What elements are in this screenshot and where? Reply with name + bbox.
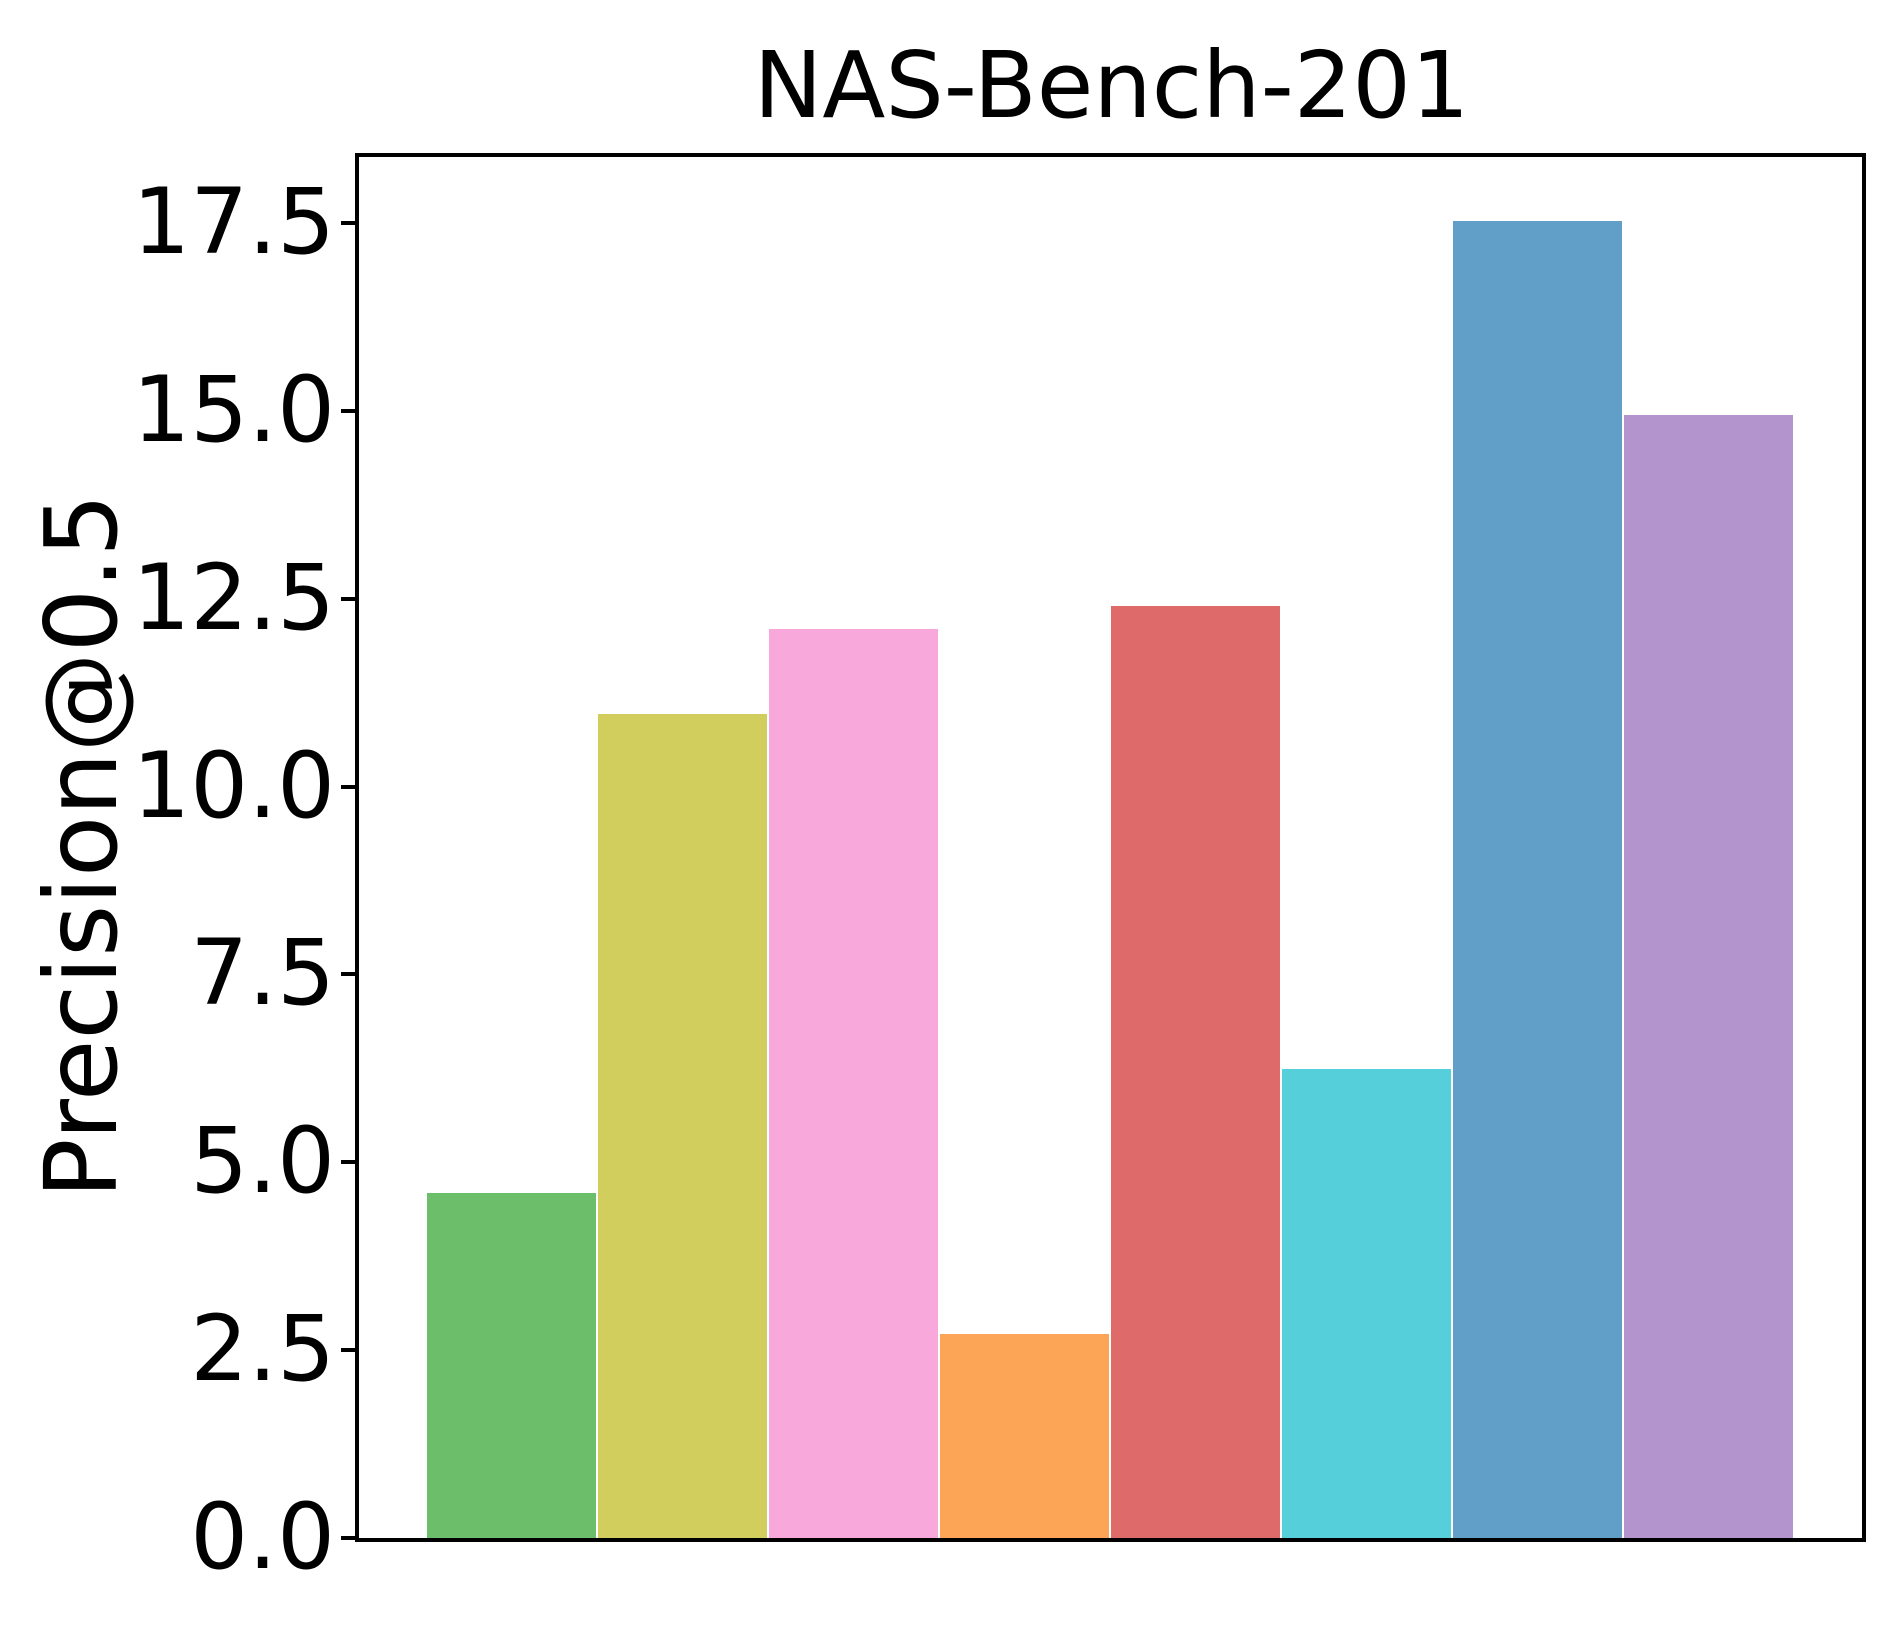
y-tick-label: 0.0	[190, 1485, 335, 1590]
y-tick-mark	[341, 408, 355, 413]
y-tick-label: 15.0	[132, 357, 335, 463]
y-tick-mark	[341, 596, 355, 601]
y-tick-mark	[341, 972, 355, 977]
y-tick-label: 7.5	[190, 921, 335, 1027]
y-tick-mark	[341, 1348, 355, 1353]
y-tick-mark	[341, 784, 355, 789]
y-tick-mark	[341, 1160, 355, 1165]
y-tick-mark	[341, 221, 355, 226]
bar-3	[769, 629, 938, 1538]
bar-6	[1282, 1069, 1451, 1538]
plot-area: 0.0 2.5 5.0 7.5 10.0 12.5 15.0 17.5	[132, 153, 1866, 1584]
chart-title: NAS-Bench-201	[753, 32, 1470, 139]
bar-7	[1453, 221, 1622, 1538]
y-tick-label: 10.0	[132, 733, 335, 839]
bar-8	[1624, 415, 1793, 1538]
y-tick-label: 5.0	[190, 1109, 335, 1215]
y-tick-label: 2.5	[190, 1297, 335, 1403]
y-tick-label: 12.5	[132, 545, 335, 651]
y-tick-label: 17.5	[132, 170, 335, 276]
y-axis-label: Precision@0.5	[23, 493, 140, 1199]
y-tick-mark	[341, 1536, 355, 1540]
bar-1	[427, 1193, 596, 1538]
bar-5	[1111, 606, 1280, 1538]
bar-4	[940, 1334, 1109, 1538]
bar-2	[598, 714, 767, 1538]
